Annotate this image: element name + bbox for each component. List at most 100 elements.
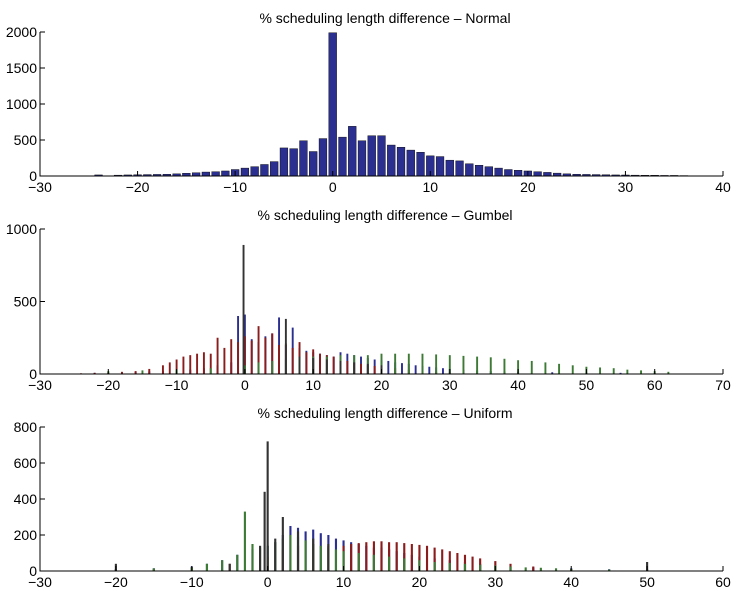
- bar-normal-s0-42: [514, 170, 523, 177]
- bar-gumbel-s1-3: [121, 371, 123, 374]
- bar-gumbel-s3-4: [325, 359, 328, 374]
- bar-gumbel-s3-5: [339, 360, 342, 374]
- bar-normal-s0-34: [435, 156, 445, 177]
- bar-gumbel-s2-27: [558, 363, 561, 374]
- bar-gumbel-s2-16: [407, 353, 410, 374]
- bar-uniform-s1-17: [410, 544, 413, 571]
- bar-uniform-s2-26: [448, 562, 451, 571]
- bar-normal-s0-36: [455, 160, 464, 177]
- x-tick-label-uniform: −10: [180, 574, 204, 590]
- bar-gumbel-s1-17: [237, 342, 240, 374]
- x-tick-label-uniform: −30: [28, 574, 52, 590]
- bar-gumbel-s2-24: [517, 360, 520, 374]
- bar-gumbel-s1-14: [216, 337, 219, 374]
- bar-gumbel-s1-9: [182, 356, 185, 374]
- bar-normal-s0-41: [504, 169, 513, 177]
- bar-uniform-s2-31: [524, 567, 527, 571]
- bar-normal-s0-21: [309, 151, 318, 177]
- bar-gumbel-s3-2: [298, 356, 301, 374]
- bar-normal-s0-40: [494, 167, 503, 177]
- y-tick-label-normal: 1000: [6, 96, 37, 112]
- x-tick-label-gumbel: 40: [510, 377, 526, 393]
- bar-uniform-s2-28: [479, 564, 482, 571]
- bar-uniform-s2-21: [372, 554, 375, 571]
- bar-gumbel-s0-35: [401, 363, 403, 375]
- bar-normal-s0-37: [465, 163, 474, 177]
- x-tick-label-normal: 0: [329, 179, 337, 195]
- bar-gumbel-s0-39: [428, 366, 431, 374]
- bar-gumbel-s2-26: [544, 362, 547, 374]
- bar-normal-s0-23: [328, 32, 337, 177]
- x-tick-label-uniform: 60: [715, 574, 731, 590]
- bar-gumbel-s3-6: [353, 362, 356, 374]
- bar-normal-s0-35: [445, 159, 454, 177]
- bar-uniform-s1-19: [425, 545, 429, 571]
- bar-uniform-s1-22: [448, 551, 451, 571]
- y-tick-label-normal: 0: [29, 168, 37, 184]
- bar-gumbel-s1-5: [148, 368, 151, 374]
- bar-uniform-s2-27: [463, 563, 467, 571]
- bar-normal-s0-22: [318, 138, 328, 177]
- bar-gumbel-s2-23: [503, 358, 506, 374]
- bar-normal-s0-14: [240, 167, 250, 177]
- chart-title-normal: % scheduling length difference – Normal: [259, 10, 510, 26]
- bar-uniform-s2-22: [388, 556, 391, 571]
- bar-gumbel-s1-18: [243, 336, 246, 374]
- bar-gumbel-s1-8: [175, 359, 178, 374]
- bar-gumbel-s3-0: [242, 244, 245, 374]
- x-tick-label-gumbel: 0: [241, 377, 249, 393]
- bar-gumbel-s2-5: [257, 362, 260, 374]
- x-tick-label-gumbel: −30: [28, 377, 52, 393]
- bar-gumbel-s1-35: [360, 363, 362, 374]
- bar-uniform-s2-4: [221, 560, 224, 571]
- bar-gumbel-s1-19: [250, 340, 253, 374]
- bar-gumbel-s2-18: [435, 354, 438, 374]
- bar-uniform-s2-24: [418, 560, 421, 571]
- bar-uniform-s1-13: [380, 541, 383, 571]
- bar-uniform-s3-3: [263, 491, 266, 571]
- bar-normal-s0-20: [299, 140, 308, 177]
- y-tick-label-uniform: 0: [29, 563, 37, 579]
- x-tick-label-uniform: −20: [104, 574, 128, 590]
- x-tick-label-gumbel: 70: [715, 377, 731, 393]
- bar-uniform-s1-16: [403, 543, 406, 571]
- chart-title-gumbel: % scheduling length difference – Gumbel: [257, 207, 512, 223]
- panel-normal: % scheduling length difference – Normal …: [6, 10, 731, 195]
- y-tick-label-gumbel: 0: [29, 366, 37, 382]
- bar-normal-s0-12: [221, 170, 230, 177]
- bar-normal-s0-26: [357, 140, 367, 177]
- bar-uniform-s3-2: [259, 545, 262, 571]
- x-tick-label-normal: −10: [223, 179, 247, 195]
- bar-uniform-s2-14: [304, 540, 307, 571]
- bar-uniform-s2-32: [539, 567, 542, 571]
- bar-uniform-s2-12: [289, 535, 292, 571]
- bar-gumbel-s1-12: [202, 352, 205, 374]
- bar-normal-s0-39: [484, 166, 493, 177]
- x-tick-label-uniform: 20: [412, 574, 428, 590]
- bar-normal-s0-31: [406, 149, 415, 177]
- bar-gumbel-s1-21: [264, 337, 267, 374]
- x-tick-label-gumbel: 30: [442, 377, 458, 393]
- bar-normal-s0-30: [396, 146, 406, 177]
- bar-uniform-s1-20: [433, 547, 436, 571]
- y-tick-label-normal: 500: [14, 132, 38, 148]
- x-tick-label-gumbel: 60: [647, 377, 663, 393]
- bar-uniform-s1-21: [441, 549, 444, 571]
- bar-uniform-s2-18: [334, 549, 338, 571]
- axes-gumbel: −30 −20 −10 0 10 20 30 40 50 60 70 0 500 1000: [6, 221, 731, 393]
- bar-uniform-s3-7: [296, 531, 300, 571]
- bar-normal-s0-16: [260, 164, 269, 177]
- bar-uniform-s2-35: [608, 569, 611, 571]
- x-tick-label-normal: 20: [520, 179, 536, 195]
- x-tick-label-gumbel: 50: [579, 377, 595, 393]
- x-tick-label-normal: 40: [715, 179, 731, 195]
- x-tick-label-uniform: 50: [639, 574, 655, 590]
- bar-uniform-s2-7: [251, 544, 254, 571]
- bar-gumbel-s2-14: [380, 353, 383, 374]
- bar-uniform-s1-29: [532, 566, 535, 571]
- bar-uniform-s2-19: [342, 551, 345, 571]
- x-tick-label-uniform: 30: [488, 574, 504, 590]
- bar-gumbel-s2-31: [612, 368, 615, 374]
